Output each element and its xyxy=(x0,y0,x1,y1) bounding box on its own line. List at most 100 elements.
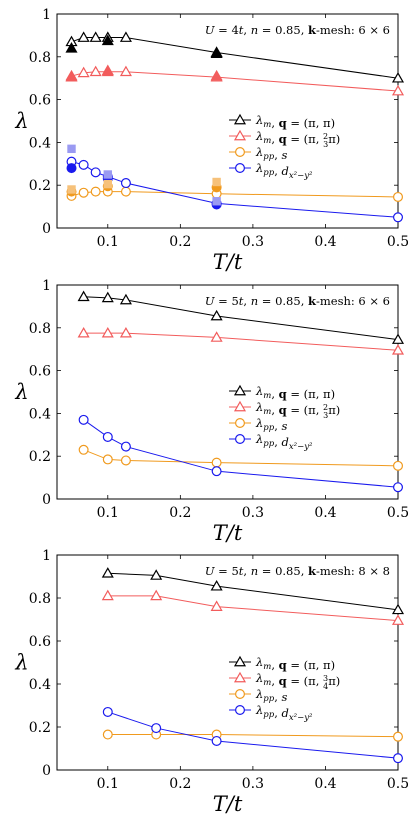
legend-label: λpp, dx²−y² xyxy=(255,703,313,723)
series-line-4 xyxy=(71,161,399,218)
data-point xyxy=(391,71,405,83)
legend-marker xyxy=(235,147,246,158)
data-point xyxy=(393,212,404,223)
legend-marker xyxy=(233,113,247,125)
legend-label: λpp, dx²−y² xyxy=(255,161,313,181)
data-point xyxy=(101,589,114,601)
series-line-4 xyxy=(107,711,399,759)
legend-label: λm, q = (π, π) xyxy=(255,384,335,401)
data-point xyxy=(210,600,223,611)
data-point xyxy=(77,31,90,42)
legend-label: λpp, s xyxy=(255,145,288,162)
extra-data-point xyxy=(210,69,223,81)
y-tick-label: 1 xyxy=(42,278,51,294)
extra-data-point xyxy=(212,177,221,187)
chart-panel-2: 0.1 0.2 0.3 0.4 0.5 0 0.2 0.4 0.6 0.8 1 T/t λ U = 5t,… xyxy=(14,278,408,545)
data-point xyxy=(120,186,131,197)
series-line-3 xyxy=(83,449,399,467)
legend-marker xyxy=(233,129,247,141)
y-tick-label: 0 xyxy=(42,221,51,237)
x-axis-label: T/t xyxy=(213,521,243,545)
legend-label: λpp, dx²−y² xyxy=(255,432,313,452)
data-point xyxy=(77,66,90,78)
x-tick-label: 0.4 xyxy=(314,505,336,521)
x-axis-label: T/t xyxy=(213,250,243,274)
data-point xyxy=(393,191,404,202)
legend-marker xyxy=(233,655,247,667)
extra-data-point xyxy=(101,34,114,46)
series-line-1 xyxy=(107,572,399,611)
data-point xyxy=(393,753,404,764)
data-point xyxy=(393,482,404,493)
legend-marker xyxy=(233,671,247,683)
data-point xyxy=(102,431,113,442)
plot-frame xyxy=(56,554,399,771)
y-tick-label: 1 xyxy=(42,7,51,23)
legend-marker xyxy=(235,688,246,699)
y-axis-label: λ xyxy=(14,380,28,404)
series-line-4 xyxy=(83,419,399,488)
x-tick-label: 0.4 xyxy=(314,234,336,250)
x-tick-label: 0.2 xyxy=(169,505,191,521)
chart-annotation: U = 4t, n = 0.85, k-mesh: 6 × 6 xyxy=(205,23,390,37)
y-axis-label: λ xyxy=(14,651,28,675)
y-tick-label: 0.8 xyxy=(29,321,51,337)
legend-label: λpp, s xyxy=(255,687,288,704)
data-point xyxy=(210,579,223,591)
data-point xyxy=(102,454,113,465)
y-tick-label: 1 xyxy=(42,548,51,564)
extra-data-point xyxy=(65,70,78,82)
y-tick-label: 0.2 xyxy=(29,720,51,736)
data-point xyxy=(120,455,131,466)
legend-label: λpp, s xyxy=(255,416,288,433)
legend-label: λm, q = (π, 3 4π) xyxy=(255,671,340,691)
extra-data-point xyxy=(103,179,112,189)
y-tick-label: 0.6 xyxy=(29,93,51,109)
y-tick-label: 0.6 xyxy=(29,364,51,380)
y-tick-label: 0.2 xyxy=(29,449,51,465)
data-point xyxy=(210,331,223,342)
legend-label: λm, q = (π, 2 3π) xyxy=(255,400,340,420)
data-point xyxy=(77,290,90,302)
data-point xyxy=(119,65,132,77)
data-point xyxy=(90,186,101,197)
data-point xyxy=(77,326,90,338)
chart-annotation: U = 5t, n = 0.85, k-mesh: 8 × 8 xyxy=(205,564,390,578)
legend-label: λm, q = (π, π) xyxy=(255,655,335,672)
chart-annotation: U = 5t, n = 0.85, k-mesh: 6 × 6 xyxy=(205,294,390,308)
chart-panel-3: 0.1 0.2 0.3 0.4 0.5 0 0.2 0.4 0.6 0.8 1 T/t λ U = 5t,… xyxy=(14,548,408,816)
data-point xyxy=(120,178,131,189)
x-tick-label: 0.3 xyxy=(242,776,264,792)
x-tick-label: 0.5 xyxy=(387,505,408,521)
x-tick-label: 0.1 xyxy=(97,234,119,250)
x-tick-label: 0.1 xyxy=(97,505,119,521)
data-point xyxy=(391,333,405,344)
extra-data-point xyxy=(67,185,76,194)
data-point xyxy=(211,735,222,746)
data-point xyxy=(391,603,405,615)
extra-data-point xyxy=(212,197,221,206)
data-point xyxy=(89,65,102,77)
extra-data-point xyxy=(210,47,223,58)
series-line-2 xyxy=(71,71,399,92)
series-line-3 xyxy=(71,191,399,198)
chart-panel-1: 0.1 0.2 0.3 0.4 0.5 0 0.2 0.4 0.6 0.8 1 T/t λ U = 4t,… xyxy=(14,7,408,274)
legend-marker xyxy=(235,163,246,174)
data-point xyxy=(391,344,405,355)
data-point xyxy=(102,706,113,717)
data-point xyxy=(210,309,223,321)
legend-label: λm, q = (π, 2 3π) xyxy=(255,129,340,149)
data-point xyxy=(150,569,163,580)
y-tick-label: 0 xyxy=(42,492,51,508)
legend-marker xyxy=(235,704,246,715)
data-point xyxy=(101,326,114,338)
y-tick-label: 0 xyxy=(42,763,51,779)
data-point xyxy=(78,187,89,198)
x-tick-label: 0.2 xyxy=(169,776,191,792)
data-point xyxy=(89,31,102,42)
y-tick-label: 0.6 xyxy=(29,634,51,650)
y-tick-label: 0.2 xyxy=(29,178,51,194)
data-point xyxy=(102,729,113,740)
x-tick-label: 0.5 xyxy=(387,776,408,792)
data-point xyxy=(78,444,89,455)
